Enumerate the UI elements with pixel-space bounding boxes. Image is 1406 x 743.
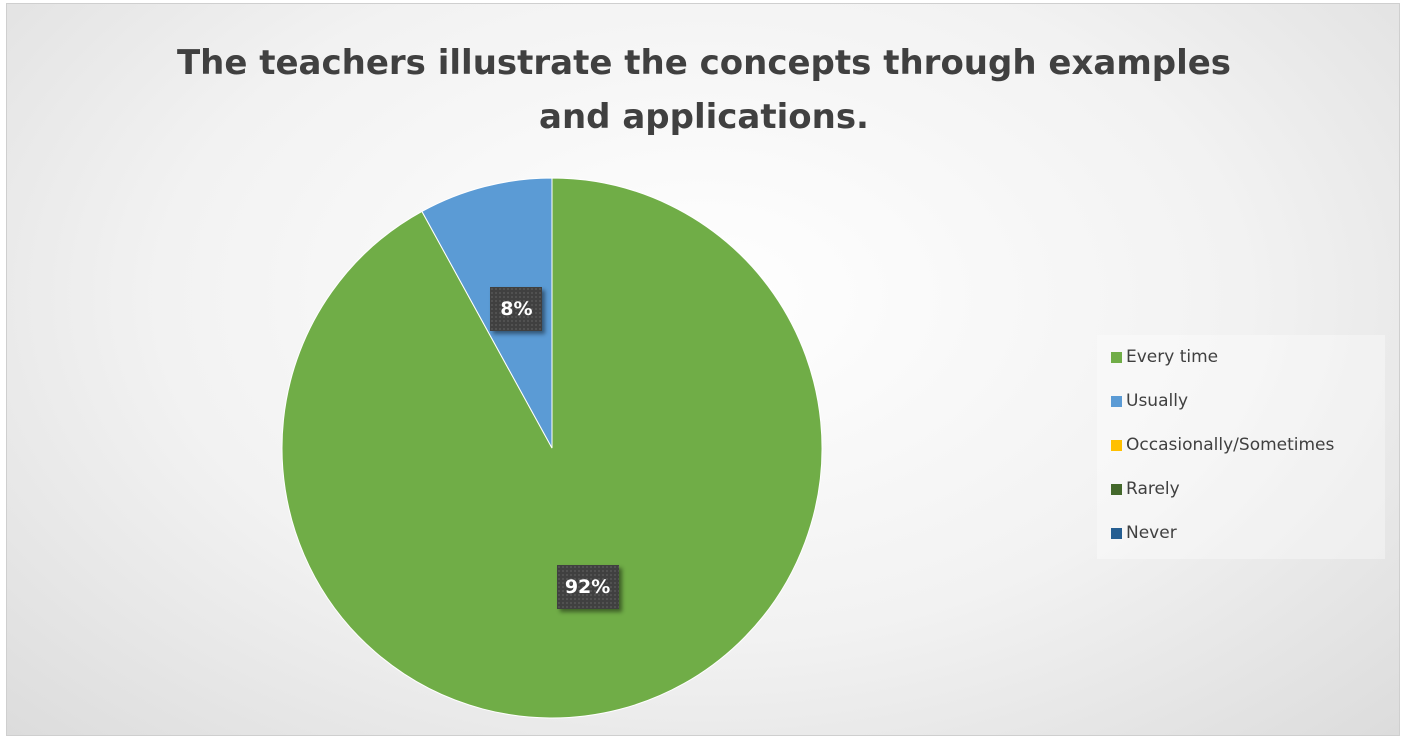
legend-swatch [1111, 395, 1122, 407]
legend-label: Never [1126, 523, 1177, 543]
chart-area: The teachers illustrate the concepts thr… [6, 3, 1400, 736]
pie-slice-usually [421, 177, 553, 449]
legend-item-every-time: Every time [1111, 345, 1218, 369]
data-label-usually: 8% [490, 287, 543, 332]
legend-item-rarely: Rarely [1111, 477, 1180, 501]
pie-plot [281, 177, 823, 719]
legend-label: Usually [1126, 391, 1188, 411]
legend-label: Occasionally/Sometimes [1126, 435, 1335, 455]
legend-swatch [1111, 527, 1122, 539]
legend-swatch [1111, 483, 1122, 495]
chart-title: The teachers illustrate the concepts thr… [7, 36, 1401, 144]
legend-label: Rarely [1126, 479, 1180, 499]
data-label-every-time: 92% [556, 564, 619, 609]
legend-swatch [1111, 351, 1122, 363]
legend: Every time Usually Occasionally/Sometimes R… [1097, 335, 1385, 559]
legend-item-never: Never [1111, 521, 1177, 545]
legend-item-usually: Usually [1111, 389, 1188, 413]
chart-title-line-1: The teachers illustrate the concepts thr… [176, 43, 1232, 83]
chart-title-line-2: and applications. [539, 97, 869, 137]
legend-label: Every time [1126, 347, 1219, 367]
legend-item-occasionally-sometimes: Occasionally/Sometimes [1111, 433, 1334, 457]
legend-swatch [1111, 439, 1122, 451]
